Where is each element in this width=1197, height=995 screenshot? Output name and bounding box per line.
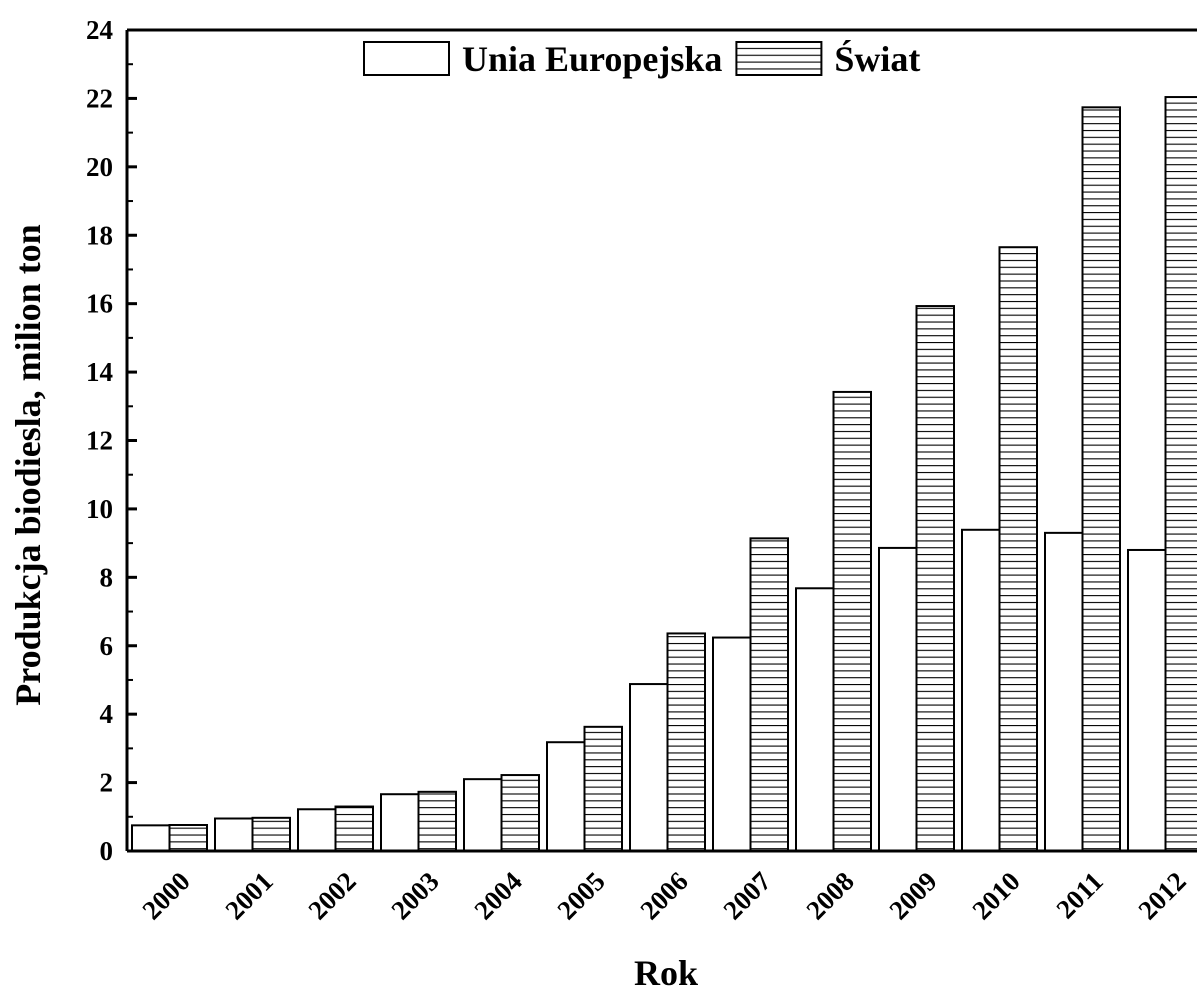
y-tick-label: 16 xyxy=(86,289,113,319)
x-tick-label: 2009 xyxy=(883,866,942,925)
y-axis-title: Produkcja biodiesla, milion ton xyxy=(8,224,48,705)
x-tick-label: 2010 xyxy=(966,866,1025,925)
bar xyxy=(131,824,171,852)
bar xyxy=(334,805,374,853)
bar xyxy=(1164,96,1197,852)
y-tick-label: 24 xyxy=(86,15,113,45)
bar xyxy=(749,537,789,852)
bar xyxy=(417,790,457,852)
bar xyxy=(961,528,1001,852)
y-tick-label: 20 xyxy=(86,152,113,182)
x-tick-label: 2006 xyxy=(634,866,693,925)
bar xyxy=(214,817,254,852)
y-tick-label: 0 xyxy=(100,836,114,866)
x-tick-label: 2012 xyxy=(1132,866,1191,925)
bar xyxy=(583,725,623,852)
bar xyxy=(666,632,706,852)
x-tick-label: 2002 xyxy=(302,866,361,925)
x-tick-label: 2005 xyxy=(551,866,610,925)
bar xyxy=(998,246,1038,853)
y-tick-label: 8 xyxy=(100,562,114,592)
y-tick-label: 4 xyxy=(100,699,114,729)
legend-label: Świat xyxy=(834,39,920,79)
bar xyxy=(1081,106,1121,852)
y-tick-label: 18 xyxy=(86,220,113,250)
bar xyxy=(251,816,291,853)
legend-label: Unia Europejska xyxy=(462,39,722,79)
bar xyxy=(629,683,669,853)
bar xyxy=(878,546,918,853)
y-tick-label: 6 xyxy=(100,631,114,661)
bar xyxy=(915,305,955,852)
x-tick-label: 2011 xyxy=(1050,866,1108,924)
x-tick-label: 2008 xyxy=(800,866,859,925)
x-axis-title: Rok xyxy=(634,953,698,993)
y-tick-label: 14 xyxy=(86,357,113,387)
bar xyxy=(832,390,872,852)
x-tick-label: 2000 xyxy=(136,866,195,925)
bar xyxy=(712,636,752,852)
y-tick-label: 22 xyxy=(86,83,113,113)
x-tick-label: 2003 xyxy=(385,866,444,925)
bar xyxy=(297,808,337,852)
bar xyxy=(500,774,540,852)
y-tick-label: 10 xyxy=(86,494,113,524)
x-tick-label: 2004 xyxy=(468,866,527,925)
bar xyxy=(795,587,835,853)
y-tick-label: 2 xyxy=(100,768,114,798)
y-tick-label: 12 xyxy=(86,426,113,456)
legend-swatch xyxy=(735,41,823,76)
bar xyxy=(168,824,208,852)
x-tick-label: 2007 xyxy=(717,866,776,925)
legend-swatch xyxy=(363,41,450,76)
bar xyxy=(1044,531,1084,852)
bar xyxy=(546,741,586,853)
bar xyxy=(1127,548,1167,852)
bar xyxy=(463,778,503,852)
bar xyxy=(380,793,420,853)
x-tick-label: 2001 xyxy=(219,866,278,925)
